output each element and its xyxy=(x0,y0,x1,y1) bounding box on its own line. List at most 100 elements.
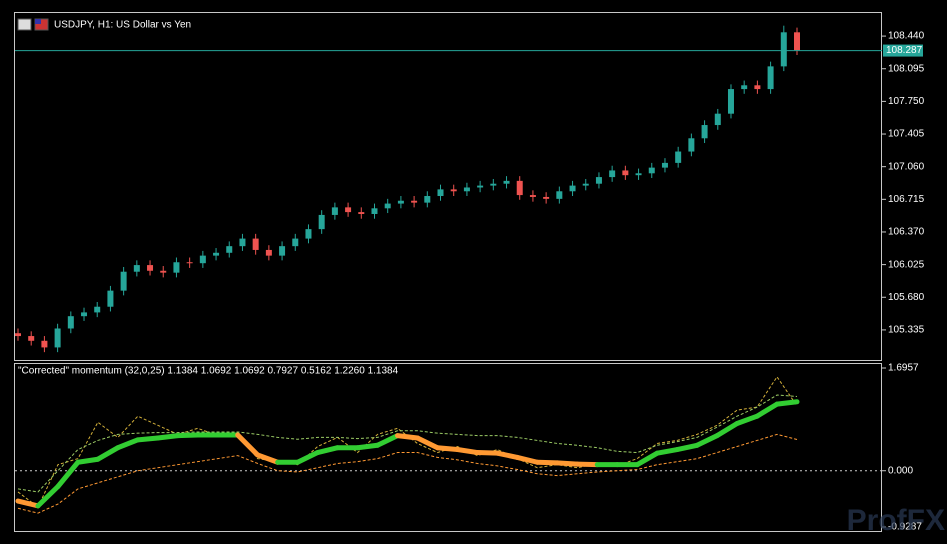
candle-body xyxy=(780,32,787,67)
candle-body xyxy=(94,306,101,313)
chart-title: USDJPY, H1: US Dollar vs Yen xyxy=(54,20,191,31)
candle-body xyxy=(424,196,431,203)
candle-body xyxy=(345,207,352,213)
candle-body xyxy=(648,167,655,174)
candle-body xyxy=(67,316,74,329)
momentum-segment xyxy=(135,435,161,443)
candle-body xyxy=(503,180,510,184)
candle-body xyxy=(714,113,721,126)
candle-body xyxy=(54,328,61,348)
candle-body xyxy=(741,85,748,90)
momentum-segment xyxy=(754,401,780,419)
y-tick-label: 107.750 xyxy=(888,96,925,107)
candle-body xyxy=(477,185,484,188)
last-price-label: 108.287 xyxy=(886,45,923,56)
candle-body xyxy=(556,191,563,199)
candle-body xyxy=(675,151,682,163)
momentum-segment xyxy=(115,437,141,451)
candle-body xyxy=(331,207,338,215)
momentum-segment xyxy=(395,433,420,441)
watermark: ProfFX xyxy=(847,504,945,537)
candle-body xyxy=(186,262,193,264)
candle-body xyxy=(661,162,668,168)
candle-body xyxy=(15,333,21,337)
y-tick-label: 0.000 xyxy=(888,465,913,476)
momentum-segment xyxy=(654,447,680,456)
momentum-segment xyxy=(295,450,321,465)
candle-body xyxy=(107,290,114,307)
candle-body xyxy=(411,200,418,203)
momentum-segment xyxy=(155,433,181,441)
candle-body xyxy=(239,238,246,247)
y-tick-label: 106.370 xyxy=(888,227,925,238)
candle-body xyxy=(529,195,536,197)
momentum-segment xyxy=(734,413,760,426)
candle-body xyxy=(767,66,774,90)
momentum-segment xyxy=(714,420,740,439)
momentum-segment xyxy=(674,442,700,453)
band-line xyxy=(17,433,798,514)
indicator-panel xyxy=(14,363,882,532)
candle-body xyxy=(450,189,457,192)
candle-body xyxy=(595,177,602,184)
candle-body xyxy=(28,336,35,341)
candle-body xyxy=(160,270,167,273)
candle-body xyxy=(569,185,576,192)
candle-body xyxy=(490,183,497,186)
candle-body xyxy=(516,180,523,196)
candle-body xyxy=(305,229,312,239)
y-tick-label: 105.335 xyxy=(888,325,925,336)
momentum-segment xyxy=(35,483,61,509)
candle-body xyxy=(199,255,206,264)
y-tick-label: 106.025 xyxy=(888,259,925,270)
candle-body xyxy=(252,238,259,250)
candle-body xyxy=(609,170,616,178)
candle-body xyxy=(213,252,220,256)
candle-body xyxy=(81,312,88,317)
momentum-segment xyxy=(375,433,401,448)
candle-body xyxy=(120,271,127,291)
candle-body xyxy=(688,138,695,152)
momentum-segment xyxy=(514,454,540,465)
candle-body xyxy=(622,170,629,176)
momentum-segment xyxy=(255,452,281,465)
momentum-segment xyxy=(355,442,381,451)
momentum-segment xyxy=(95,445,121,462)
momentum-segment xyxy=(15,498,41,509)
symbol-icon xyxy=(17,18,49,31)
candle-body xyxy=(754,85,761,90)
candle-body xyxy=(279,246,286,256)
momentum-segment xyxy=(494,450,520,460)
y-tick-label: 108.095 xyxy=(888,63,925,74)
y-tick-label: 107.405 xyxy=(888,129,925,140)
momentum-segment xyxy=(554,460,580,467)
momentum-segment xyxy=(175,432,201,439)
momentum-segment xyxy=(55,459,81,489)
candle-body xyxy=(437,189,444,197)
candle-body xyxy=(318,214,325,230)
momentum-segment xyxy=(574,461,600,468)
candle-body xyxy=(265,249,272,256)
momentum-segment xyxy=(454,447,480,456)
momentum-segment xyxy=(414,435,440,451)
candle-body xyxy=(41,340,48,348)
indicator-title: "Corrected" momentum (32,0,25) 1.1384 1.… xyxy=(18,366,399,377)
momentum-segment xyxy=(694,433,720,448)
candle-body xyxy=(635,173,642,176)
candle-body xyxy=(358,212,365,214)
y-tick-label: 105.680 xyxy=(888,292,925,303)
last-price-box xyxy=(883,44,923,57)
momentum-segment xyxy=(774,399,800,407)
momentum-segment xyxy=(534,459,560,466)
candle-body xyxy=(147,265,154,271)
candle-body xyxy=(701,125,708,139)
momentum-segment xyxy=(474,450,500,456)
momentum-segment xyxy=(75,456,101,465)
candle-body xyxy=(397,200,404,204)
candle-body xyxy=(582,183,589,186)
momentum-segment xyxy=(235,432,261,458)
candle-body xyxy=(133,265,140,272)
candle-body xyxy=(794,32,800,51)
